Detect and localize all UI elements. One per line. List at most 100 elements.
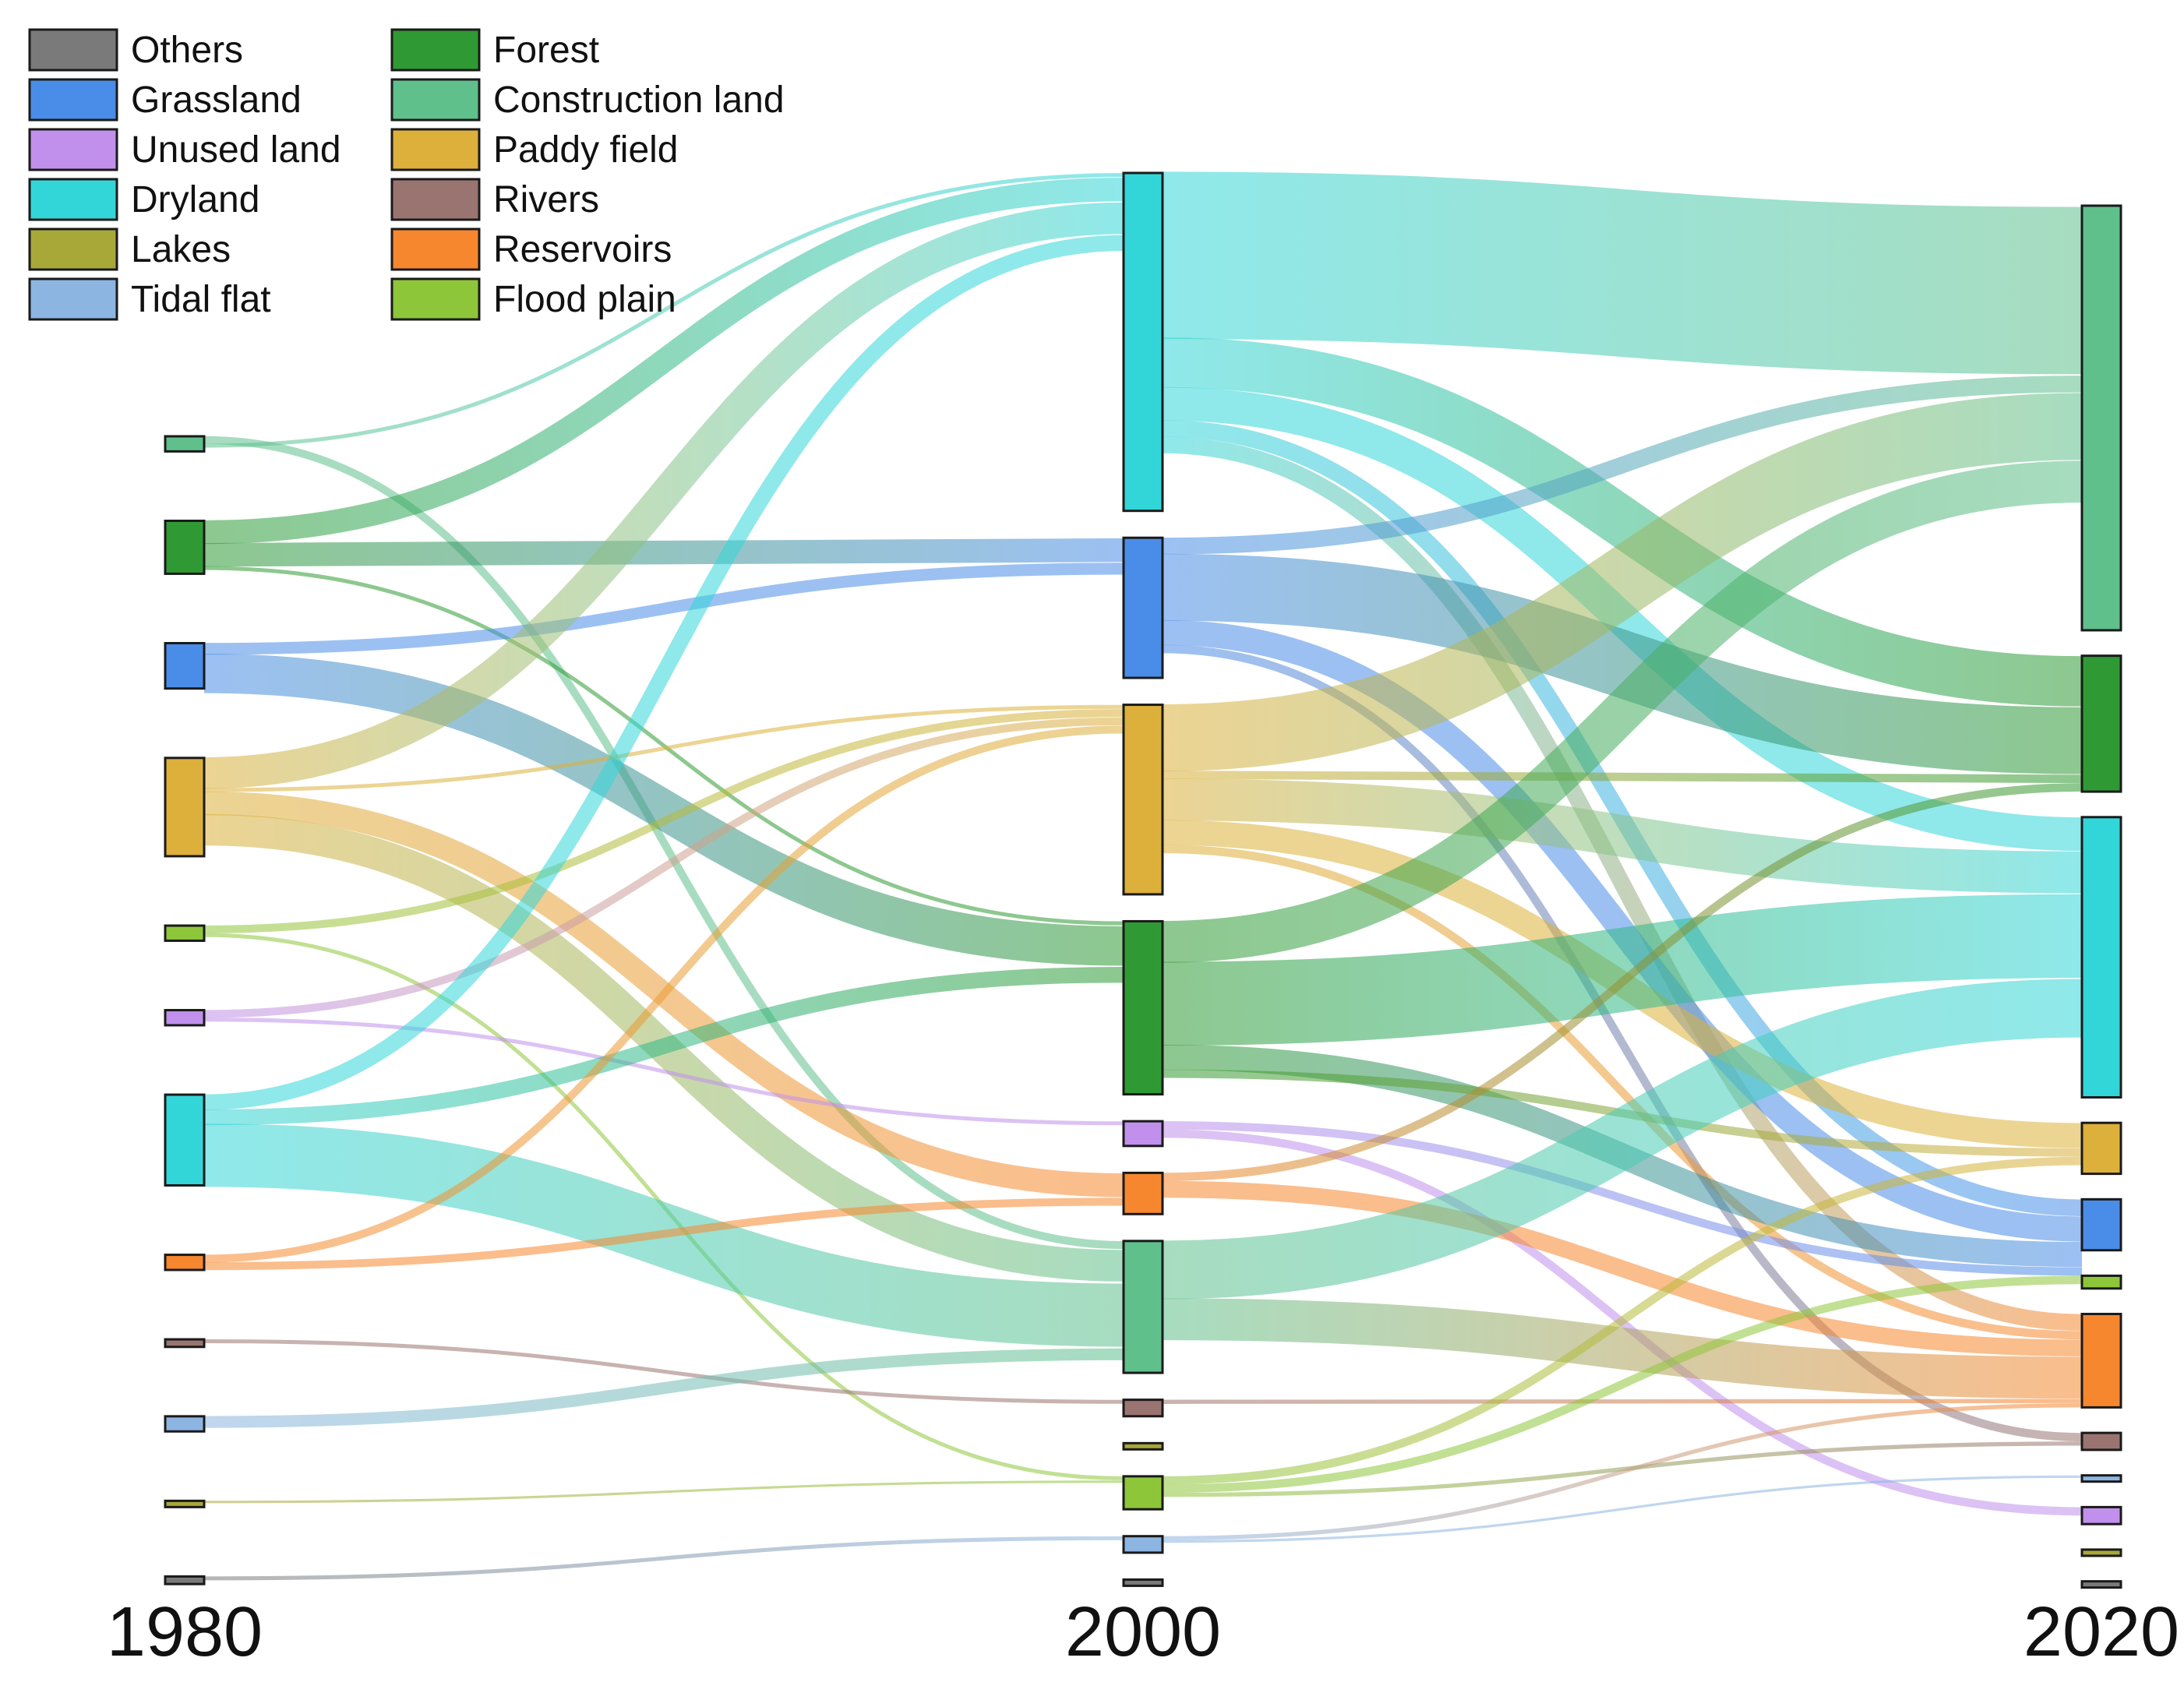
- node-2000-paddy-field: [1122, 704, 1164, 896]
- node-2000-reservoirs: [1122, 1171, 1164, 1215]
- flows-layer: [203, 171, 2083, 1581]
- node-1980-lakes: [164, 1499, 206, 1508]
- legend-label-rivers: Rivers: [493, 179, 599, 220]
- flow-2000-reservoirs-to-2020-forest: [1162, 783, 2083, 1182]
- node-1980-rivers: [164, 1338, 206, 1349]
- flow-1980-forest-to-2000-grassland: [203, 538, 1124, 567]
- flow-2000-tidal-flat-to-2020-reservoirs: [1162, 1403, 2083, 1541]
- flow-1980-tidal-flat-to-2000-construction-land: [203, 1348, 1124, 1428]
- node-2000-flood-plain: [1122, 1475, 1164, 1511]
- flow-1980-lakes-to-2000-flood-plain: [203, 1480, 1124, 1504]
- flow-1980-rivers-to-2000-rivers: [203, 1339, 1124, 1404]
- flow-1980-dryland-to-2000-forest: [203, 967, 1124, 1126]
- flow-2000-paddy-field-to-2020-construction-land: [1162, 393, 2083, 771]
- legend-swatch-dryland: [28, 178, 118, 221]
- legend-swatch-tidal-flat: [28, 277, 118, 321]
- legend-label-forest: Forest: [493, 30, 599, 71]
- flow-2000-grassland-to-2020-forest: [1162, 553, 2083, 774]
- legend-swatch-lakes: [28, 227, 118, 271]
- node-2020-paddy-field: [2080, 1121, 2122, 1176]
- node-2020-unused-land: [2080, 1505, 2122, 1525]
- flow-1980-flood-plain-to-2000-paddy-field: [203, 709, 1124, 933]
- flow-2000-tidal-flat-to-2020-tidal-flat: [1162, 1475, 2083, 1543]
- legend-label-lakes: Lakes: [131, 229, 231, 270]
- node-1980-others: [164, 1575, 206, 1585]
- legend-label-flood-plain: Flood plain: [493, 279, 676, 320]
- node-1980-grassland: [164, 642, 206, 690]
- legend-label-grassland: Grassland: [131, 79, 302, 121]
- legend-swatch-grassland: [28, 78, 118, 122]
- flow-2000-forest-to-2020-dryland: [1162, 894, 2083, 1046]
- legend-label-dryland: Dryland: [131, 179, 259, 220]
- legend-swatch-others: [28, 28, 118, 72]
- legend-label-others: Others: [131, 30, 243, 71]
- flow-2000-construction-land-to-2020-reservoirs: [1162, 1298, 2083, 1399]
- flow-2000-rivers-to-2020-reservoirs: [1162, 1398, 2083, 1404]
- flow-1980-unused-land-to-2000-paddy-field: [203, 717, 1124, 1018]
- flow-1980-forest-to-2000-dryland: [203, 177, 1124, 545]
- flow-2000-flood-plain-to-2020-rivers: [1162, 1441, 2083, 1497]
- nodes-layer: [164, 171, 2122, 1589]
- year-label-2000: 2000: [1065, 1593, 1221, 1671]
- legend-label-unused-land: Unused land: [131, 129, 341, 171]
- flow-1980-paddy-field-to-2000-dryland: [203, 202, 1124, 789]
- node-2020-dryland: [2080, 816, 2122, 1099]
- node-1980-dryland: [164, 1093, 206, 1187]
- legend-swatch-paddy-field: [390, 128, 481, 171]
- node-1980-flood-plain: [164, 924, 206, 942]
- node-1980-paddy-field: [164, 757, 206, 858]
- flow-1980-construction-land-to-2000-construction-land: [203, 436, 1124, 1250]
- legend: Others Grassland Unused land Dryland Lakes Ti…: [28, 28, 785, 321]
- legend-label-reservoirs: Reservoirs: [493, 229, 672, 270]
- node-2000-lakes: [1122, 1441, 1164, 1451]
- flow-2000-dryland-to-2020-construction-land: [1162, 171, 2083, 375]
- node-2000-construction-land: [1122, 1240, 1164, 1374]
- node-1980-construction-land: [164, 435, 206, 453]
- node-2020-grassland: [2080, 1197, 2122, 1252]
- node-2000-dryland: [1122, 171, 1164, 513]
- legend-swatch-forest: [390, 28, 481, 72]
- flow-2000-flood-plain-to-2020-paddy-field: [1162, 1156, 2083, 1485]
- year-label-2020: 2020: [2023, 1593, 2179, 1671]
- legend-label-paddy-field: Paddy field: [493, 129, 679, 171]
- legend-swatch-reservoirs: [390, 227, 481, 271]
- node-1980-tidal-flat: [164, 1415, 206, 1433]
- year-labels: 1980 2000 2020: [107, 1593, 2179, 1671]
- flow-2000-unused-land-to-2020-grassland: [1162, 1121, 2083, 1276]
- flow-2000-grassland-to-2020-construction-land: [1162, 376, 2083, 555]
- flow-2000-flood-plain-to-2020-flood-plain: [1162, 1275, 2083, 1494]
- legend-swatch-rivers: [390, 178, 481, 221]
- flow-1980-dryland-to-2000-dryland: [203, 235, 1124, 1110]
- year-label-1980: 1980: [107, 1593, 263, 1671]
- legend-label-tidal-flat: Tidal flat: [131, 279, 271, 320]
- flow-1980-paddy-field-to-2000-paddy-field: [203, 704, 1124, 792]
- node-2000-forest: [1122, 919, 1164, 1096]
- flow-2000-construction-land-to-2020-dryland: [1162, 979, 2083, 1300]
- node-2020-rivers: [2080, 1431, 2122, 1451]
- flow-2000-forest-to-2020-construction-land: [1162, 460, 2083, 963]
- node-2020-lakes: [2080, 1548, 2122, 1557]
- flow-1980-construction-land-to-2000-dryland: [203, 173, 1124, 448]
- node-2020-tidal-flat: [2080, 1474, 2122, 1483]
- legend-swatch-unused-land: [28, 128, 118, 171]
- flow-2000-paddy-field-to-2020-reservoirs: [1162, 845, 2083, 1340]
- node-2000-unused-land: [1122, 1120, 1164, 1148]
- flow-2000-dryland-to-2020-forest: [1162, 337, 2083, 707]
- flow-1980-grassland-to-2000-grassland: [203, 563, 1124, 655]
- node-1980-forest: [164, 519, 206, 575]
- flow-1980-others-to-2000-tidal-flat: [203, 1536, 1124, 1581]
- flow-2000-dryland-to-2020-reservoirs: [1162, 436, 2083, 1331]
- flow-2000-paddy-field-to-2020-forest: [1162, 771, 2083, 784]
- node-2000-others: [1122, 1578, 1164, 1587]
- flow-2000-paddy-field-to-2020-dryland: [1162, 778, 2083, 894]
- node-2020-construction-land: [2080, 204, 2122, 632]
- node-2020-reservoirs: [2080, 1313, 2122, 1409]
- node-2000-grassland: [1122, 536, 1164, 679]
- node-2000-rivers: [1122, 1398, 1164, 1418]
- node-2000-tidal-flat: [1122, 1535, 1164, 1554]
- node-2020-forest: [2080, 654, 2122, 793]
- flow-1980-reservoirs-to-2000-reservoirs: [203, 1197, 1124, 1271]
- flow-1980-unused-land-to-2000-unused-land: [203, 1018, 1124, 1126]
- legend-swatch-flood-plain: [390, 277, 481, 321]
